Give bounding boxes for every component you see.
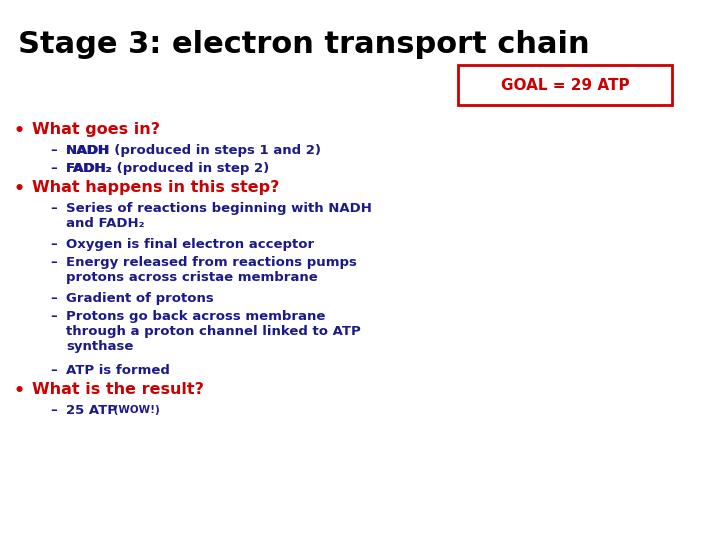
Text: GOAL = 29 ATP: GOAL = 29 ATP: [500, 78, 629, 92]
Text: •: •: [14, 180, 25, 198]
Text: FADH₂ (produced in step 2): FADH₂ (produced in step 2): [66, 162, 269, 175]
Text: 25 ATP: 25 ATP: [66, 404, 117, 417]
Text: –: –: [50, 310, 57, 323]
Text: Gradient of protons: Gradient of protons: [66, 292, 214, 305]
Text: –: –: [50, 256, 57, 269]
FancyBboxPatch shape: [458, 65, 672, 105]
Text: –: –: [50, 202, 57, 215]
Text: –: –: [50, 162, 57, 175]
Text: •: •: [14, 122, 25, 140]
Text: •: •: [14, 382, 25, 400]
Text: –: –: [50, 292, 57, 305]
Text: –: –: [50, 238, 57, 251]
Text: (WOW!): (WOW!): [110, 405, 160, 415]
Text: Energy released from reactions pumps
protons across cristae membrane: Energy released from reactions pumps pro…: [66, 256, 357, 284]
Text: –: –: [50, 364, 57, 377]
Text: Stage 3: electron transport chain: Stage 3: electron transport chain: [18, 30, 590, 59]
Text: Series of reactions beginning with NADH
and FADH₂: Series of reactions beginning with NADH …: [66, 202, 372, 230]
Text: What goes in?: What goes in?: [32, 122, 160, 137]
Text: FADH₂: FADH₂: [66, 162, 112, 175]
Text: ATP is formed: ATP is formed: [66, 364, 170, 377]
Text: Protons go back across membrane
through a proton channel linked to ATP
synthase: Protons go back across membrane through …: [66, 310, 361, 353]
Text: What is the result?: What is the result?: [32, 382, 204, 397]
Text: –: –: [50, 144, 57, 157]
Text: NADH: NADH: [66, 144, 109, 157]
Text: Oxygen is final electron acceptor: Oxygen is final electron acceptor: [66, 238, 314, 251]
Text: What happens in this step?: What happens in this step?: [32, 180, 279, 195]
Text: –: –: [50, 404, 57, 417]
Text: NADH (produced in steps 1 and 2): NADH (produced in steps 1 and 2): [66, 144, 321, 157]
